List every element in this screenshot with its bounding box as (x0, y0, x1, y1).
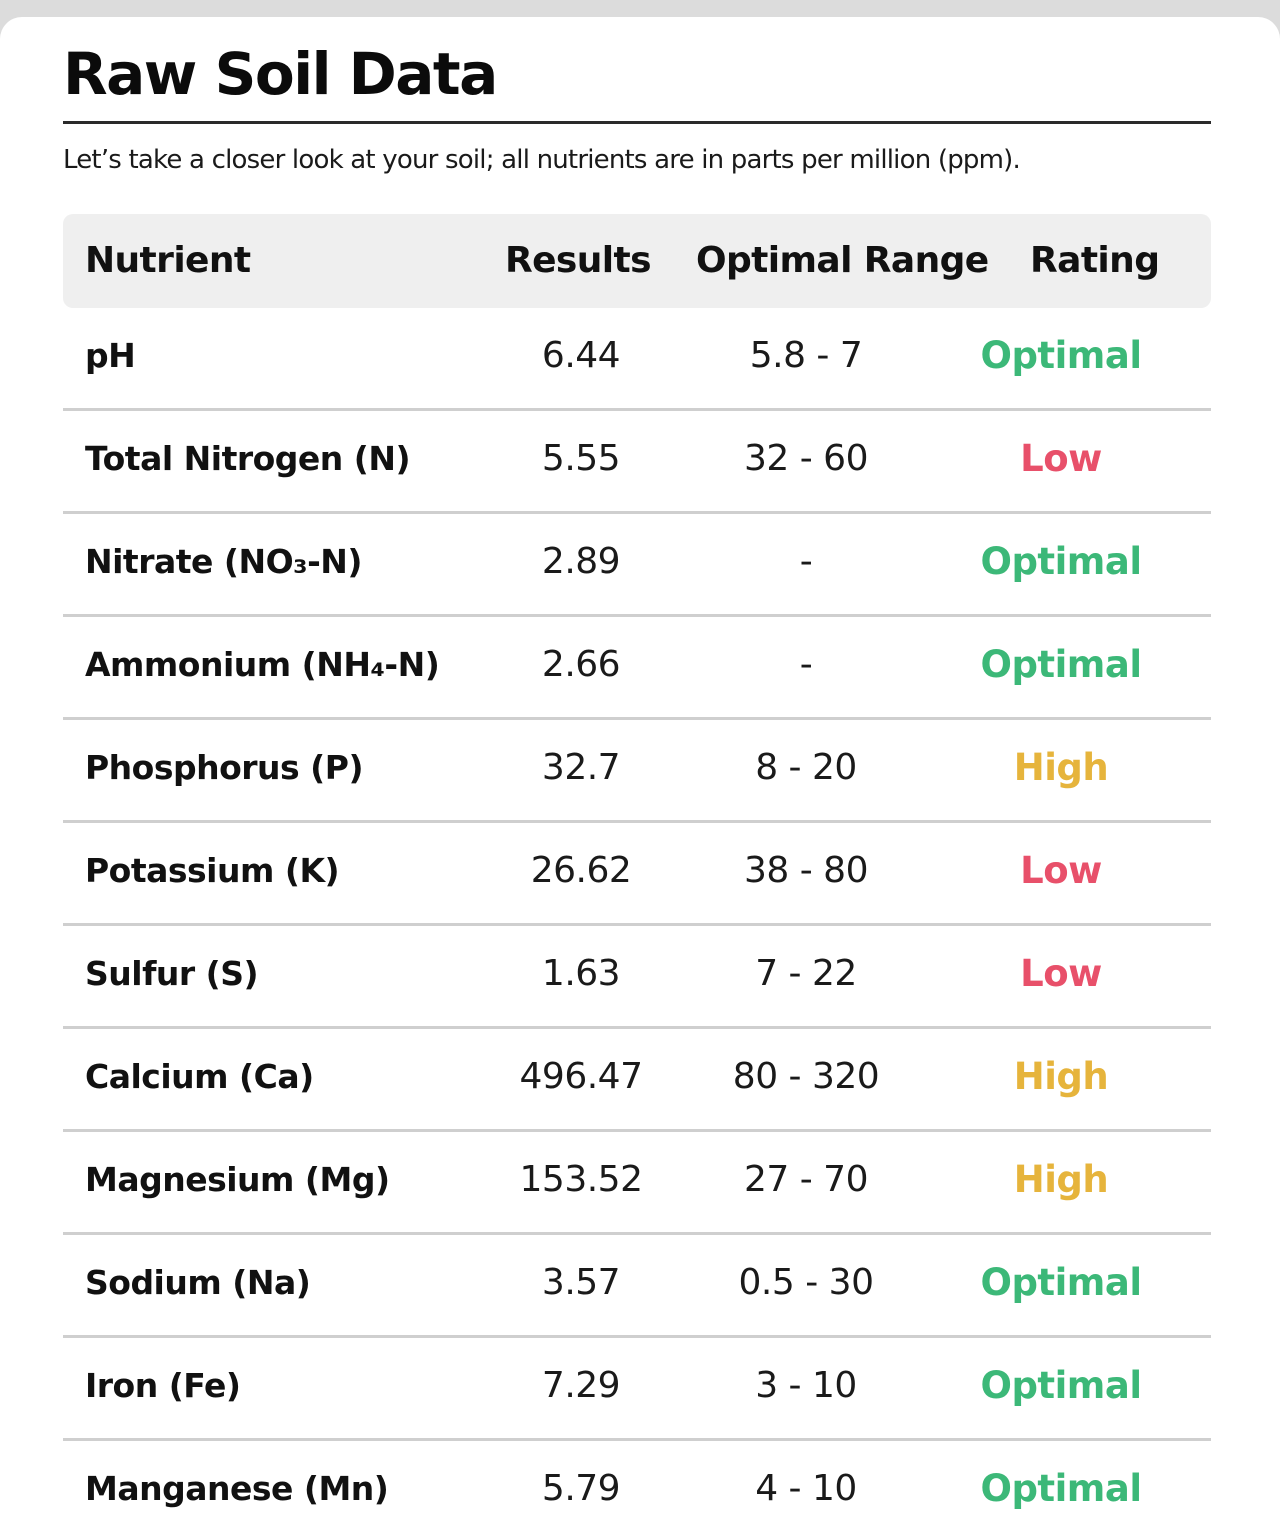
cell-rating: High (1013, 1158, 1109, 1201)
cell-rating: Optimal (980, 1364, 1142, 1407)
table-row: pH 6.44 5.8 - 7 Optimal (63, 308, 1211, 411)
header-results: Results (505, 240, 652, 281)
table-row: Manganese (Mn) 5.79 4 - 10 Optimal (63, 1441, 1211, 1536)
cell-nutrient: Total Nitrogen (N) (85, 439, 411, 478)
table-row: Calcium (Ca) 496.47 80 - 320 High (63, 1029, 1211, 1132)
cell-optimal-range: 0.5 - 30 (738, 1262, 874, 1303)
cell-optimal-range: - (799, 644, 813, 685)
cell-results: 2.66 (541, 644, 621, 685)
header-optimal-range: Optimal Range (696, 240, 989, 281)
cell-rating: Low (1020, 952, 1102, 995)
cell-optimal-range: 8 - 20 (755, 747, 857, 788)
cell-nutrient: Iron (Fe) (85, 1366, 241, 1405)
cell-optimal-range: 27 - 70 (744, 1159, 869, 1200)
cell-optimal-range: 7 - 22 (755, 953, 857, 994)
cell-nutrient: Sodium (Na) (85, 1263, 311, 1302)
cell-nutrient: Potassium (K) (85, 851, 340, 890)
table-row: Sodium (Na) 3.57 0.5 - 30 Optimal (63, 1235, 1211, 1338)
cell-nutrient: Manganese (Mn) (85, 1469, 389, 1508)
cell-results: 1.63 (541, 953, 621, 994)
cell-rating: Low (1020, 849, 1102, 892)
cell-nutrient: Phosphorus (P) (85, 748, 364, 787)
cell-results: 496.47 (519, 1056, 643, 1097)
cell-rating: Optimal (980, 1467, 1142, 1510)
table-row: Phosphorus (P) 32.7 8 - 20 High (63, 720, 1211, 823)
cell-nutrient: Sulfur (S) (85, 954, 259, 993)
cell-rating: Optimal (980, 540, 1142, 583)
cell-optimal-range: 80 - 320 (732, 1056, 880, 1097)
cell-nutrient: Calcium (Ca) (85, 1057, 314, 1096)
cell-nutrient: Magnesium (Mg) (85, 1160, 390, 1199)
report-card: Raw Soil Data Let’s take a closer look a… (0, 17, 1280, 1536)
cell-optimal-range: 38 - 80 (744, 850, 869, 891)
cell-nutrient: Nitrate (NO₃-N) (85, 542, 363, 581)
cell-rating: High (1013, 1055, 1109, 1098)
cell-results: 6.44 (541, 335, 621, 376)
cell-rating: Optimal (980, 1261, 1142, 1304)
cell-nutrient: pH (85, 336, 136, 375)
table-header: Nutrient Results Optimal Range Rating (63, 214, 1211, 308)
cell-results: 2.89 (541, 541, 621, 582)
cell-rating: Optimal (980, 643, 1142, 686)
table-row: Nitrate (NO₃-N) 2.89 - Optimal (63, 514, 1211, 617)
cell-results: 5.79 (541, 1468, 621, 1509)
cell-results: 26.62 (530, 850, 632, 891)
cell-rating: Optimal (980, 334, 1142, 377)
cell-optimal-range: - (799, 541, 813, 582)
cell-optimal-range: 32 - 60 (744, 438, 869, 479)
cell-rating: High (1013, 746, 1109, 789)
table-row: Ammonium (NH₄-N) 2.66 - Optimal (63, 617, 1211, 720)
table-row: Magnesium (Mg) 153.52 27 - 70 High (63, 1132, 1211, 1235)
soil-data-table: Nutrient Results Optimal Range Rating pH… (63, 214, 1211, 1536)
title-divider (63, 121, 1211, 124)
table-row: Potassium (K) 26.62 38 - 80 Low (63, 823, 1211, 926)
cell-results: 3.57 (541, 1262, 621, 1303)
table-row: Iron (Fe) 7.29 3 - 10 Optimal (63, 1338, 1211, 1441)
page-subtitle: Let’s take a closer look at your soil; a… (63, 145, 1021, 175)
cell-results: 5.55 (541, 438, 621, 479)
table-row: Total Nitrogen (N) 5.55 32 - 60 Low (63, 411, 1211, 514)
cell-rating: Low (1020, 437, 1102, 480)
cell-optimal-range: 5.8 - 7 (749, 335, 863, 376)
cell-results: 7.29 (541, 1365, 621, 1406)
table-body: pH 6.44 5.8 - 7 Optimal Total Nitrogen (… (63, 308, 1211, 1536)
cell-optimal-range: 3 - 10 (755, 1365, 857, 1406)
cell-optimal-range: 4 - 10 (755, 1468, 857, 1509)
cell-nutrient: Ammonium (NH₄-N) (85, 645, 440, 684)
header-nutrient: Nutrient (85, 240, 251, 281)
table-row: Sulfur (S) 1.63 7 - 22 Low (63, 926, 1211, 1029)
cell-results: 32.7 (541, 747, 621, 788)
cell-results: 153.52 (519, 1159, 643, 1200)
header-rating: Rating (1030, 240, 1160, 281)
page-title: Raw Soil Data (63, 40, 498, 108)
